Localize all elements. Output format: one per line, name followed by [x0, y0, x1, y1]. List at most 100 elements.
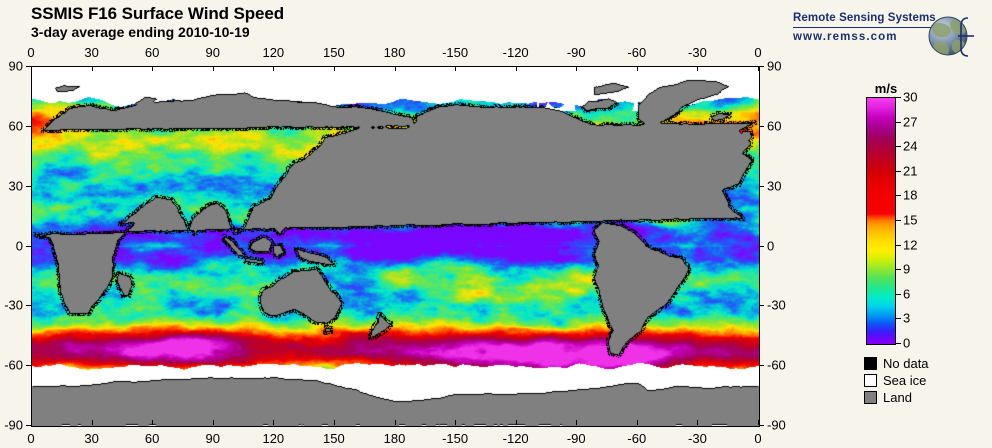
x-axis-tick — [515, 66, 517, 71]
x-axis-tick — [152, 66, 154, 71]
y-axis-tick — [759, 365, 764, 367]
x-axis-label: -30 — [688, 431, 707, 446]
x-axis-tick — [697, 420, 699, 425]
wind-speed-map[interactable] — [31, 66, 760, 427]
x-axis-label: 120 — [262, 45, 285, 60]
colorbar-tick — [895, 97, 901, 98]
x-axis-label: 90 — [205, 45, 220, 60]
colorbar-tick-label: 30 — [903, 89, 918, 105]
colorbar-tick — [895, 146, 901, 148]
legend-label: Land — [883, 390, 912, 405]
y-axis-label: -90 — [767, 417, 786, 433]
x-axis-label: 120 — [262, 431, 285, 446]
colorbar-tick — [895, 269, 901, 271]
page-title: SSMIS F16 Surface Wind Speed — [31, 4, 285, 23]
x-axis-label: 30 — [84, 431, 99, 446]
x-axis-tick — [455, 66, 457, 71]
x-axis-label: -90 — [566, 431, 586, 446]
y-axis-label: -30 — [4, 297, 23, 313]
colorbar-tick-label: 12 — [903, 237, 918, 253]
x-axis-label: 30 — [84, 45, 99, 60]
y-axis-label: 0 — [15, 238, 23, 253]
x-axis-tick — [576, 420, 578, 425]
x-axis-label: -60 — [627, 45, 647, 60]
x-axis-tick — [152, 420, 154, 425]
rss-branding[interactable]: Remote Sensing Systems www.remss.com — [793, 10, 983, 62]
x-axis-tick — [91, 66, 93, 71]
x-axis-tick — [31, 420, 32, 425]
y-axis-tick — [759, 66, 764, 67]
y-axis-tick — [26, 125, 31, 127]
x-axis-tick — [636, 420, 638, 425]
x-axis-tick — [212, 66, 214, 71]
x-axis-label: -60 — [627, 431, 647, 446]
x-axis-label: 0 — [27, 45, 35, 60]
y-axis-label: 90 — [8, 58, 23, 74]
legend-item: Sea ice — [864, 372, 929, 389]
legend-label: Sea ice — [883, 373, 927, 388]
y-axis-tick — [759, 425, 764, 426]
globe-icon — [928, 16, 974, 57]
y-axis-tick — [26, 365, 31, 367]
x-axis-tick — [91, 420, 93, 425]
rss-text-block: Remote Sensing Systems www.remss.com — [793, 12, 941, 43]
x-axis-label: 180 — [383, 45, 406, 60]
colorbar-tick-label: 24 — [903, 138, 918, 154]
x-axis-tick — [515, 420, 517, 425]
legend-item: No data — [864, 355, 929, 372]
y-axis-tick — [26, 245, 31, 247]
colorbar-gradient — [866, 97, 896, 345]
wind-speed-raster — [32, 67, 759, 426]
y-axis-label: 60 — [767, 118, 782, 134]
colorbar-tick-label: 6 — [903, 286, 911, 302]
x-axis-tick — [636, 66, 638, 71]
x-axis-tick — [394, 66, 396, 71]
rss-website-url: www.remss.com — [793, 31, 898, 43]
title-block: SSMIS F16 Surface Wind Speed 3-day avera… — [31, 4, 284, 41]
y-axis-label: 90 — [767, 58, 782, 74]
x-axis-label: 0 — [754, 431, 762, 446]
x-axis-tick — [576, 66, 578, 71]
x-axis-tick — [333, 66, 335, 71]
y-axis-tick — [26, 425, 31, 426]
colorbar-tick-label: 9 — [903, 261, 911, 277]
colorbar-tick — [895, 220, 901, 221]
x-axis-tick — [394, 420, 396, 425]
colorbar-tick-label: 27 — [903, 114, 918, 130]
x-axis-tick — [273, 420, 275, 425]
colorbar-tick — [895, 195, 901, 197]
x-axis-label: -150 — [442, 431, 469, 446]
legend-label: No data — [883, 356, 929, 371]
colorbar-tick-label: 3 — [903, 310, 911, 326]
y-axis-label: -60 — [4, 357, 23, 373]
x-axis-tick — [212, 420, 214, 425]
x-axis-tick — [455, 420, 457, 425]
y-axis-label: 30 — [767, 178, 782, 194]
y-axis-tick — [759, 305, 764, 307]
colorbar-tick — [895, 318, 901, 320]
x-axis-label: -90 — [566, 45, 586, 60]
x-axis-tick — [333, 420, 335, 425]
y-axis-label: 60 — [8, 118, 23, 134]
x-axis-label: 180 — [383, 431, 406, 446]
y-axis-label: -30 — [767, 297, 786, 313]
legend-swatch — [864, 357, 877, 370]
x-axis-label: -120 — [502, 431, 529, 446]
x-axis-tick — [758, 420, 759, 425]
colorbar-tick — [895, 343, 901, 344]
colorbar-tick — [895, 121, 901, 123]
y-axis-tick — [26, 66, 31, 67]
colorbar-tick-label: 21 — [903, 163, 918, 179]
y-axis-label: 0 — [767, 238, 775, 253]
colorbar-tick-label: 0 — [903, 335, 911, 351]
y-axis-tick — [26, 185, 31, 187]
x-axis-label: 60 — [144, 431, 160, 446]
rss-divider — [793, 27, 941, 28]
y-axis-label: 30 — [8, 178, 23, 194]
x-axis-label: 90 — [205, 431, 220, 446]
x-axis-tick — [31, 66, 32, 71]
y-axis-tick — [26, 305, 31, 307]
x-axis-tick — [758, 66, 759, 71]
colorbar-tick-label: 15 — [903, 212, 918, 228]
y-axis-label: -60 — [767, 357, 786, 373]
